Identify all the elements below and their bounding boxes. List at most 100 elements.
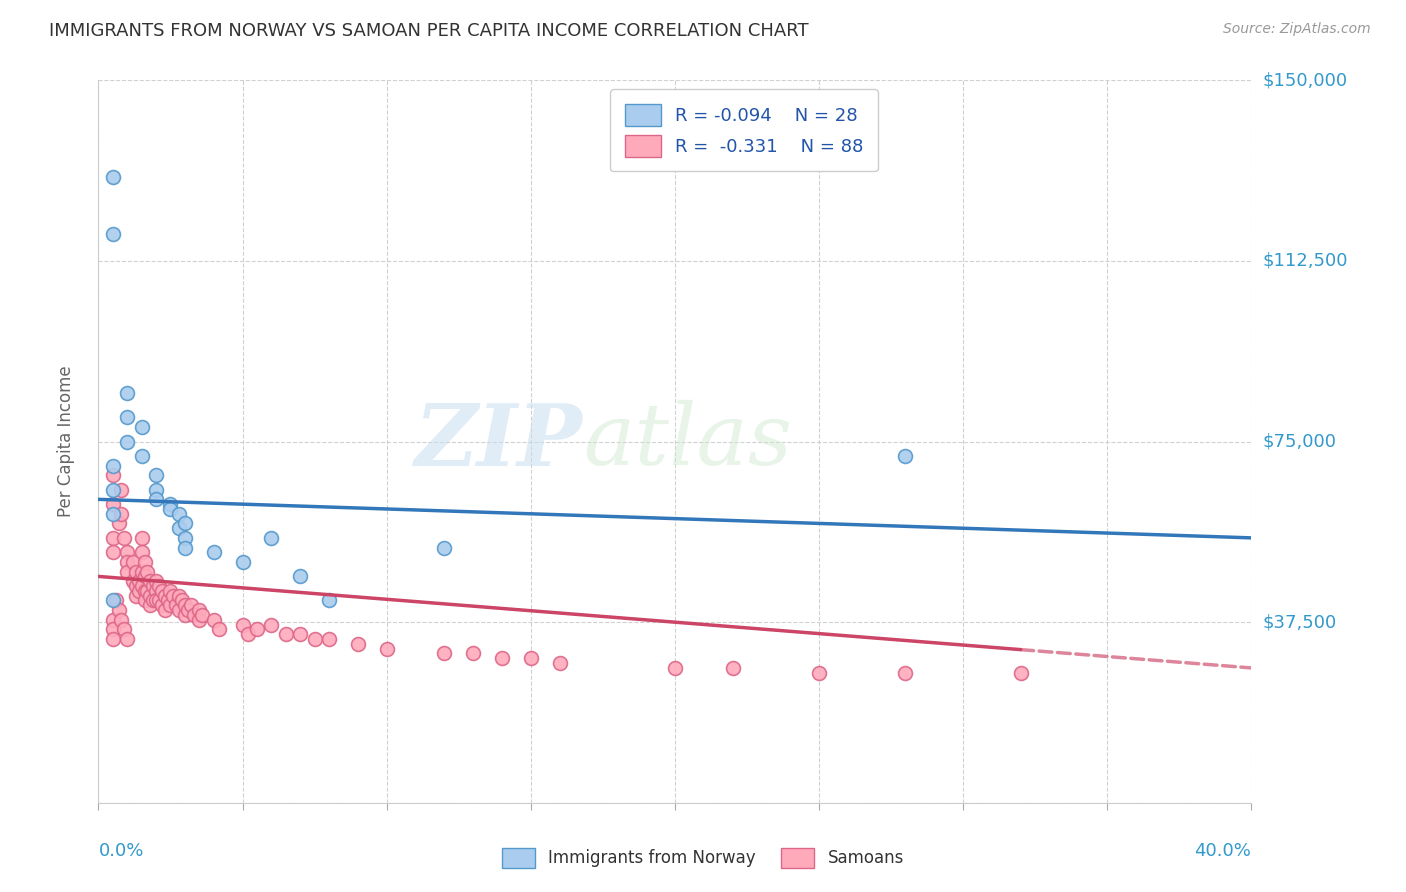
Point xyxy=(433,647,456,661)
Text: 40.0%: 40.0% xyxy=(1195,842,1251,860)
Text: $112,500: $112,500 xyxy=(1263,252,1348,270)
Point xyxy=(894,449,917,463)
Point xyxy=(134,593,156,607)
Point xyxy=(191,607,214,622)
Point xyxy=(117,565,139,579)
Point xyxy=(290,569,312,583)
Point xyxy=(101,483,124,497)
Point xyxy=(131,545,153,559)
Point xyxy=(208,623,231,637)
Point xyxy=(131,420,153,434)
Point xyxy=(125,579,148,593)
Point xyxy=(110,483,132,497)
Point xyxy=(894,665,917,680)
Point xyxy=(202,545,225,559)
Point xyxy=(117,410,139,425)
Point xyxy=(117,555,139,569)
Point xyxy=(136,583,159,598)
Point xyxy=(174,516,197,531)
Point xyxy=(548,656,571,670)
Point xyxy=(139,599,162,613)
Point xyxy=(128,574,150,589)
Point xyxy=(107,516,129,531)
Point xyxy=(231,617,254,632)
Text: IMMIGRANTS FROM NORWAY VS SAMOAN PER CAPITA INCOME CORRELATION CHART: IMMIGRANTS FROM NORWAY VS SAMOAN PER CAP… xyxy=(49,22,808,40)
Point xyxy=(180,599,202,613)
Point xyxy=(159,497,181,511)
Point xyxy=(104,593,127,607)
Point xyxy=(134,555,156,569)
Point xyxy=(433,541,456,555)
Point xyxy=(167,589,190,603)
Point xyxy=(110,507,132,521)
Point xyxy=(290,627,312,641)
Point xyxy=(101,169,124,184)
Point xyxy=(162,589,184,603)
Point xyxy=(128,583,150,598)
Point xyxy=(165,599,187,613)
Point xyxy=(375,641,398,656)
Text: $150,000: $150,000 xyxy=(1263,71,1347,89)
Y-axis label: Per Capita Income: Per Capita Income xyxy=(56,366,75,517)
Point xyxy=(117,434,139,449)
Point xyxy=(318,632,340,646)
Point xyxy=(134,583,156,598)
Point xyxy=(101,632,124,646)
Point xyxy=(174,599,197,613)
Point xyxy=(125,565,148,579)
Point xyxy=(304,632,326,646)
Point xyxy=(117,545,139,559)
Point xyxy=(177,603,200,617)
Point xyxy=(167,603,190,617)
Point xyxy=(101,497,124,511)
Point xyxy=(174,541,197,555)
Point xyxy=(101,545,124,559)
Point xyxy=(112,531,135,545)
Point xyxy=(150,583,173,598)
Point xyxy=(188,613,211,627)
Point xyxy=(134,569,156,583)
Point xyxy=(145,483,167,497)
Point xyxy=(188,603,211,617)
Point xyxy=(122,574,145,589)
Point xyxy=(145,468,167,483)
Point xyxy=(145,574,167,589)
Point xyxy=(101,531,124,545)
Point xyxy=(808,665,831,680)
Point xyxy=(136,565,159,579)
Point xyxy=(274,627,297,641)
Point xyxy=(260,617,283,632)
Point xyxy=(139,589,162,603)
Point xyxy=(117,386,139,401)
Point xyxy=(721,661,744,675)
Text: atlas: atlas xyxy=(582,401,792,483)
Point xyxy=(101,593,124,607)
Point xyxy=(167,507,190,521)
Text: Source: ZipAtlas.com: Source: ZipAtlas.com xyxy=(1223,22,1371,37)
Point xyxy=(170,593,193,607)
Point xyxy=(318,593,340,607)
Point xyxy=(101,613,124,627)
Point xyxy=(156,593,179,607)
Point xyxy=(131,579,153,593)
Point xyxy=(142,593,165,607)
Point xyxy=(260,531,283,545)
Point xyxy=(183,607,205,622)
Point xyxy=(117,632,139,646)
Text: ZIP: ZIP xyxy=(415,400,582,483)
Point xyxy=(159,599,181,613)
Text: $37,500: $37,500 xyxy=(1263,613,1337,632)
Point xyxy=(139,574,162,589)
Point xyxy=(131,531,153,545)
Point xyxy=(101,507,124,521)
Point xyxy=(131,449,153,463)
Point xyxy=(1010,665,1032,680)
Point xyxy=(174,607,197,622)
Point xyxy=(148,579,170,593)
Point xyxy=(461,647,484,661)
Text: 0.0%: 0.0% xyxy=(98,842,143,860)
Point xyxy=(664,661,686,675)
Point xyxy=(122,555,145,569)
Point xyxy=(491,651,513,665)
Text: $75,000: $75,000 xyxy=(1263,433,1337,450)
